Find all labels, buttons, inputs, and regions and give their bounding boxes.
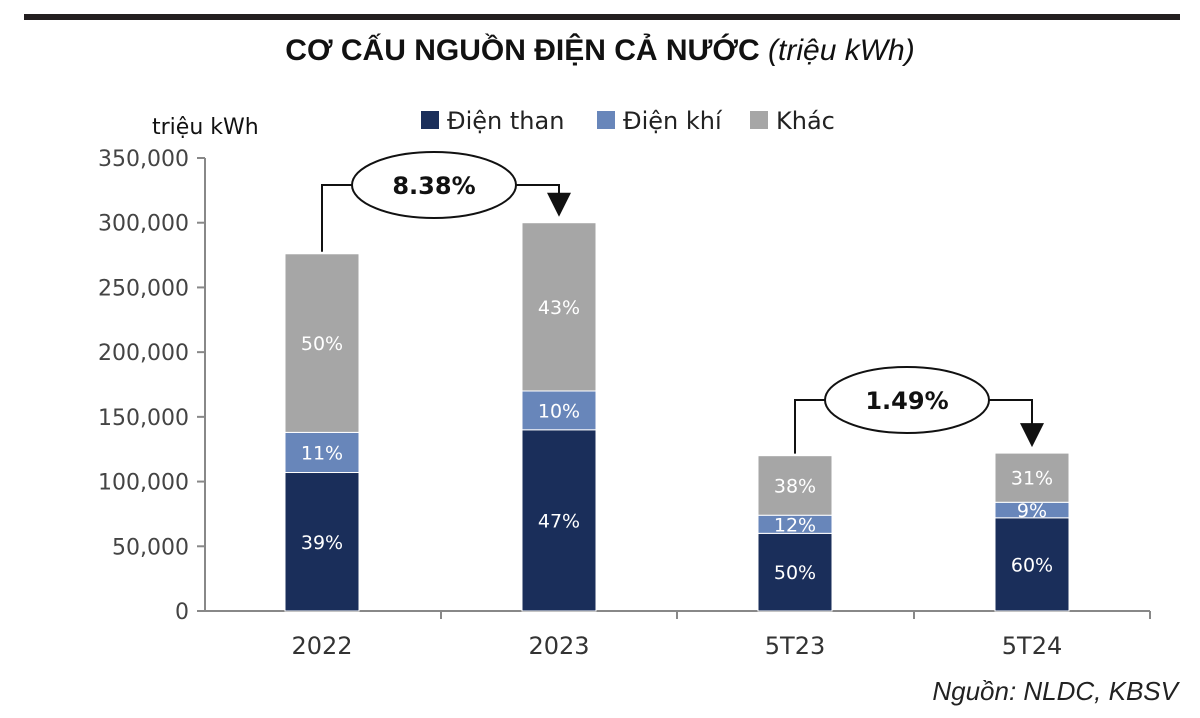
- source-note: Nguồn: NLDC, KBSV: [932, 676, 1178, 706]
- bar-data-label: 50%: [774, 562, 816, 584]
- y-tick-label: 300,000: [98, 212, 189, 237]
- y-axis-label: triệu kWh: [152, 115, 259, 140]
- bar-segment: [994, 517, 1070, 612]
- x-tick-label: 2023: [528, 632, 589, 660]
- growth-label: 8.38%: [392, 172, 475, 200]
- y-tick-label: 150,000: [98, 406, 189, 431]
- bar-segment: [757, 455, 833, 516]
- bar-segment: [521, 390, 597, 431]
- bar-data-label: 43%: [538, 297, 580, 319]
- growth-arrowhead: [547, 192, 571, 217]
- chart-title: CƠ CẤU NGUỒN ĐIỆN CẢ NƯỚC (triệu kWh): [0, 34, 1200, 68]
- bar-segment: [994, 452, 1070, 503]
- legend-label: Điện khí: [623, 107, 723, 135]
- legend-swatch: [421, 111, 439, 129]
- bar-segment: [284, 472, 360, 612]
- bar-segment: [757, 532, 833, 612]
- growth-label: 1.49%: [865, 387, 948, 415]
- bar-segment: [284, 431, 360, 474]
- x-tick-label: 5T23: [765, 632, 825, 660]
- legend-swatch: [750, 111, 768, 129]
- y-tick-label: 200,000: [98, 341, 189, 366]
- bar-data-label: 31%: [1011, 468, 1053, 490]
- bar-data-label: 50%: [301, 333, 343, 355]
- growth-connector: [321, 184, 352, 252]
- bar-data-label: 39%: [301, 532, 343, 554]
- bar-data-label: 10%: [538, 400, 580, 422]
- y-tick-label: 0: [175, 600, 189, 625]
- bar-segment: [521, 429, 597, 612]
- legend-label: Khác: [776, 107, 835, 135]
- y-tick-label: 50,000: [112, 535, 189, 560]
- bar-segment: [521, 222, 597, 392]
- bar-data-label: 47%: [538, 510, 580, 532]
- bar-data-label: 60%: [1011, 554, 1053, 576]
- y-tick-label: 100,000: [98, 471, 189, 496]
- growth-arrowhead: [1020, 423, 1044, 448]
- y-tick-label: 250,000: [98, 276, 189, 301]
- legend-swatch: [597, 111, 615, 129]
- bar-data-label: 38%: [774, 475, 816, 497]
- growth-connector: [989, 399, 1033, 430]
- y-tick-label: 350,000: [98, 147, 189, 172]
- growth-connector: [794, 399, 825, 454]
- legend-label: Điện than: [447, 107, 564, 135]
- growth-ellipse: [351, 151, 517, 219]
- bar-segment: [284, 253, 360, 433]
- bar-data-label: 11%: [301, 442, 343, 464]
- growth-ellipse: [824, 366, 990, 434]
- bar-data-label: 9%: [1017, 500, 1047, 522]
- x-tick-label: 2022: [291, 632, 352, 660]
- chart-title-main: CƠ CẤU NGUỒN ĐIỆN CẢ NƯỚC: [285, 34, 760, 67]
- bar-data-label: 12%: [774, 514, 816, 536]
- chart-title-unit: (triệu kWh): [768, 34, 915, 67]
- top-rule: [24, 14, 1180, 20]
- x-tick-label: 5T24: [1002, 632, 1062, 660]
